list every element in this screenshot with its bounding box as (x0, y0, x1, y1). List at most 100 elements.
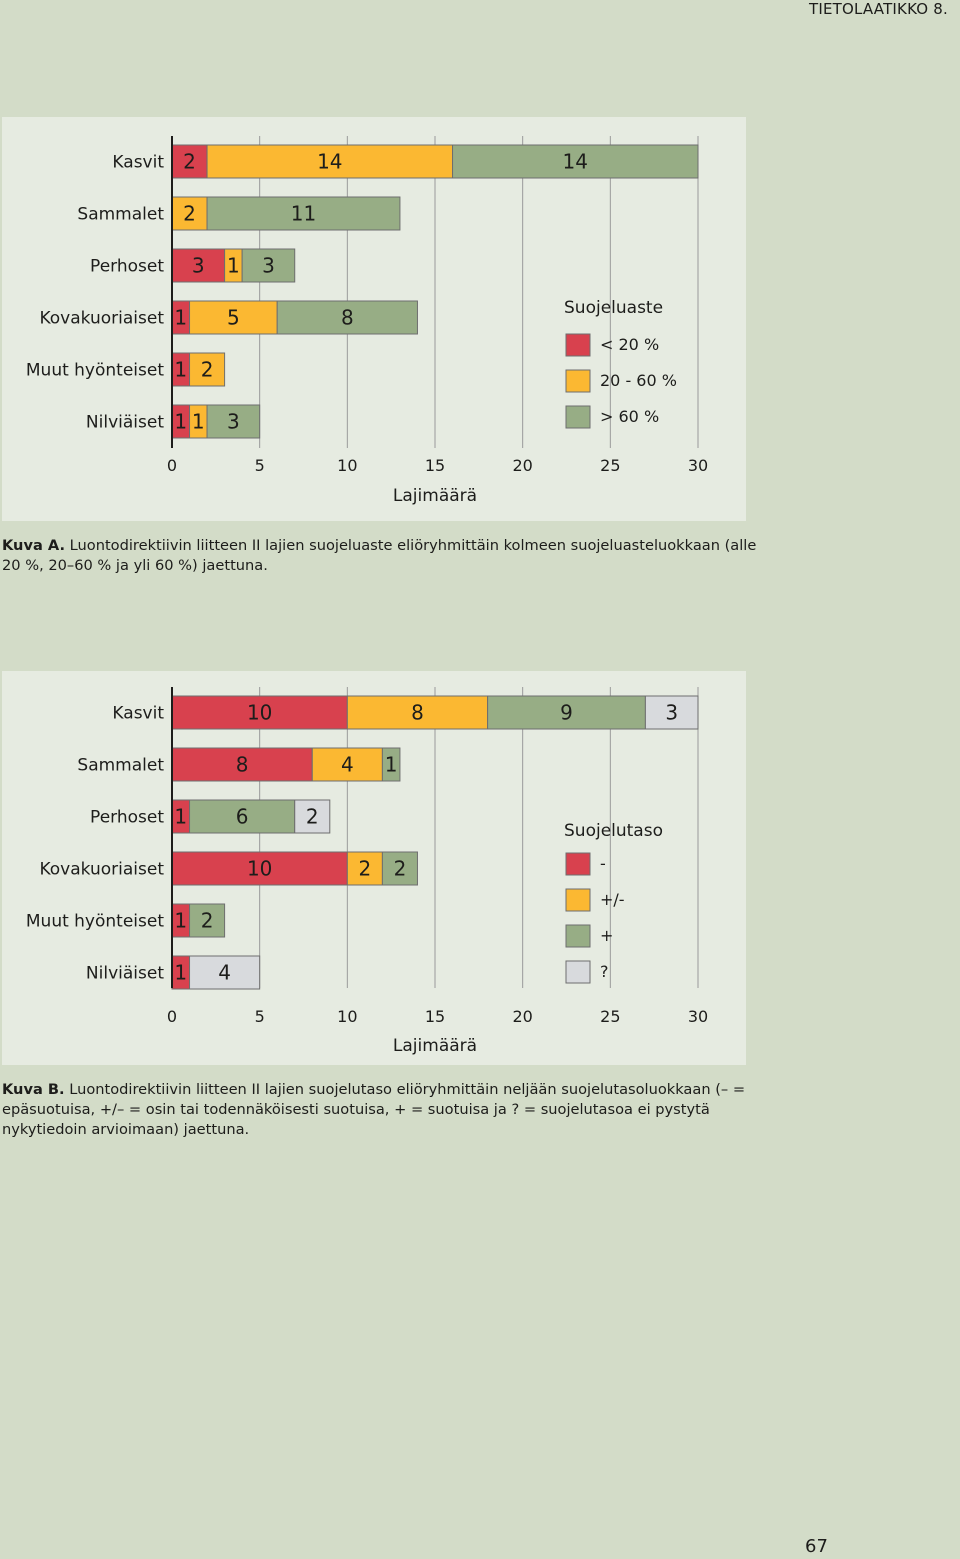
chart-b-x-tick-label: 15 (425, 1007, 445, 1026)
chart-b-bar-segment (644, 695, 699, 730)
chart-b-legend-swatch (565, 888, 591, 912)
chart-a-legend-swatch (565, 369, 591, 393)
chart-b-x-tick-label: 10 (337, 1007, 357, 1026)
chart-a-x-tick-label: 15 (425, 456, 445, 475)
chart-b-bar-segment (171, 695, 348, 730)
caption-a: Kuva A. Luontodirektiivin liitteen II la… (2, 536, 762, 576)
chart-a-legend-title: Suojeluaste (564, 298, 663, 318)
chart-b-bar-segment (171, 747, 313, 782)
chart-b-bar-segment (311, 747, 383, 782)
chart-a-x-tick-label: 10 (337, 456, 357, 475)
chart-b-bar-value-label: 2 (358, 857, 371, 881)
chart-a-legend-swatch (565, 405, 591, 429)
chart-a-x-axis-label: Lajimäärä (393, 486, 477, 506)
chart-a-bar-value-label: 1 (174, 358, 187, 382)
chart-a-x-tick-label: 20 (512, 456, 532, 475)
chart-b-x-tick-label: 30 (688, 1007, 708, 1026)
chart-a-category-label: Nilviäiset (86, 413, 164, 433)
chart-b-bar-value-label: 2 (306, 805, 319, 829)
chart-b-bar-segment (346, 851, 383, 886)
chart-a-category-label: Muut hyönteiset (26, 361, 164, 381)
caption-a-text: Luontodirektiivin liitteen II lajien suo… (2, 537, 757, 574)
chart-b-category-label: Perhoset (90, 808, 164, 828)
chart-a-bar-segment (171, 144, 208, 179)
chart-b-bar-value-label: 1 (174, 961, 187, 985)
chart-a-category-label: Sammalet (77, 205, 164, 225)
chart-b-legend-swatch (565, 852, 591, 876)
chart-a-x-tick-label: 30 (688, 456, 708, 475)
chart-b-legend-label: + (600, 926, 613, 945)
chart-a-bar-value-label: 1 (192, 410, 205, 434)
chart-b-bar-segment (487, 695, 646, 730)
chart-b-bar-value-label: 8 (411, 701, 424, 725)
chart-a-bar-value-label: 3 (192, 254, 205, 278)
chart-b-bar-value-label: 2 (201, 909, 214, 933)
page-number: 67 (805, 1536, 828, 1557)
chart-b-category-label: Muut hyönteiset (26, 912, 164, 932)
chart-a-panel: 2 14 14 Kasvit 2 11 Sammalet 3 1 3 Perhoset 1 5 8 Kova… (2, 117, 746, 521)
chart-a-bar-value-label: 11 (291, 202, 316, 226)
chart-a-bar-value-label: 5 (227, 306, 240, 330)
header-label: TIETOLAATIKKO 8. (808, 0, 948, 18)
chart-b-bar-value-label: 1 (174, 909, 187, 933)
chart-a-bar-segment (206, 404, 261, 439)
chart-a-x-tick-label: 25 (600, 456, 620, 475)
chart-b-bar-value-label: 10 (247, 701, 272, 725)
chart-a-bar-segment (206, 196, 401, 231)
chart-b-x-tick-label: 5 (255, 1007, 265, 1026)
chart-b-panel: 10 8 9 3 Kasvit 8 4 1 Sammalet 1 6 2 Perhoset 10 2 2 Kov… (2, 671, 746, 1065)
chart-a-x-tick-label: 0 (167, 456, 177, 475)
chart-a-category-label: Kasvit (112, 153, 164, 173)
caption-b: Kuva B. Luontodirektiivin liitteen II la… (2, 1080, 762, 1140)
chart-a-bar-value-label: 1 (174, 410, 187, 434)
chart-a-legend-swatch (565, 333, 591, 357)
chart-b-legend-label: - (600, 854, 606, 873)
chart-b-bar-value-label: 8 (236, 753, 249, 777)
chart-b-category-label: Kasvit (112, 704, 164, 724)
chart-a-legend-label: > 60 % (600, 407, 659, 426)
chart-a-bar-value-label: 1 (227, 254, 240, 278)
chart-b-bar-value-label: 1 (174, 805, 187, 829)
caption-b-prefix: Kuva B. (2, 1081, 65, 1098)
chart-b-bar-value-label: 3 (665, 701, 678, 725)
chart-b-bar-value-label: 4 (218, 961, 231, 985)
chart-b-x-tick-label: 25 (600, 1007, 620, 1026)
chart-b-x-tick-label: 20 (512, 1007, 532, 1026)
chart-a-bar-value-label: 8 (341, 306, 354, 330)
caption-b-text: Luontodirektiivin liitteen II lajien suo… (2, 1081, 746, 1138)
chart-a-legend-label: 20 - 60 % (600, 371, 677, 390)
chart-b-bar-value-label: 1 (385, 753, 398, 777)
chart-a-bar-segment (452, 144, 699, 179)
chart-b-bar-value-label: 10 (247, 857, 272, 881)
chart-b-legend-label: ? (600, 962, 609, 981)
chart-a-bar-value-label: 2 (201, 358, 214, 382)
chart-a-bar-value-label: 14 (317, 150, 342, 174)
chart-b-bar-segment (189, 903, 226, 938)
chart-a-legend-label: < 20 % (600, 335, 659, 354)
chart-a-bar-value-label: 3 (262, 254, 275, 278)
caption-a-prefix: Kuva A. (2, 537, 65, 554)
chart-a-bar-value-label: 2 (183, 202, 196, 226)
chart-a-x-tick-label: 5 (255, 456, 265, 475)
chart-a-bar-segment (189, 352, 226, 387)
chart-b-category-label: Kovakuoriaiset (39, 860, 164, 880)
chart-a-category-label: Kovakuoriaiset (39, 309, 164, 329)
chart-a-category-label: Perhoset (90, 257, 164, 277)
chart-a-bar-value-label: 14 (563, 150, 588, 174)
chart-b-legend-title: Suojelutaso (564, 821, 663, 841)
chart-b-bar-value-label: 2 (394, 857, 407, 881)
chart-a-bar-segment (171, 196, 208, 231)
chart-b-x-tick-label: 0 (167, 1007, 177, 1026)
chart-a-bar-segment (171, 248, 226, 283)
chart-b-legend-label: +/- (600, 890, 625, 909)
chart-a-bar-segment (241, 248, 296, 283)
chart-b-bar-segment (381, 747, 401, 782)
chart-a-bar-value-label: 1 (174, 306, 187, 330)
chart-a-bar-segment (276, 300, 418, 335)
chart-b-x-axis-label: Lajimäärä (393, 1036, 477, 1056)
chart-b-legend-swatch (565, 960, 591, 984)
chart-b-bar-value-label: 6 (236, 805, 249, 829)
chart-a-bar-value-label: 3 (227, 410, 240, 434)
